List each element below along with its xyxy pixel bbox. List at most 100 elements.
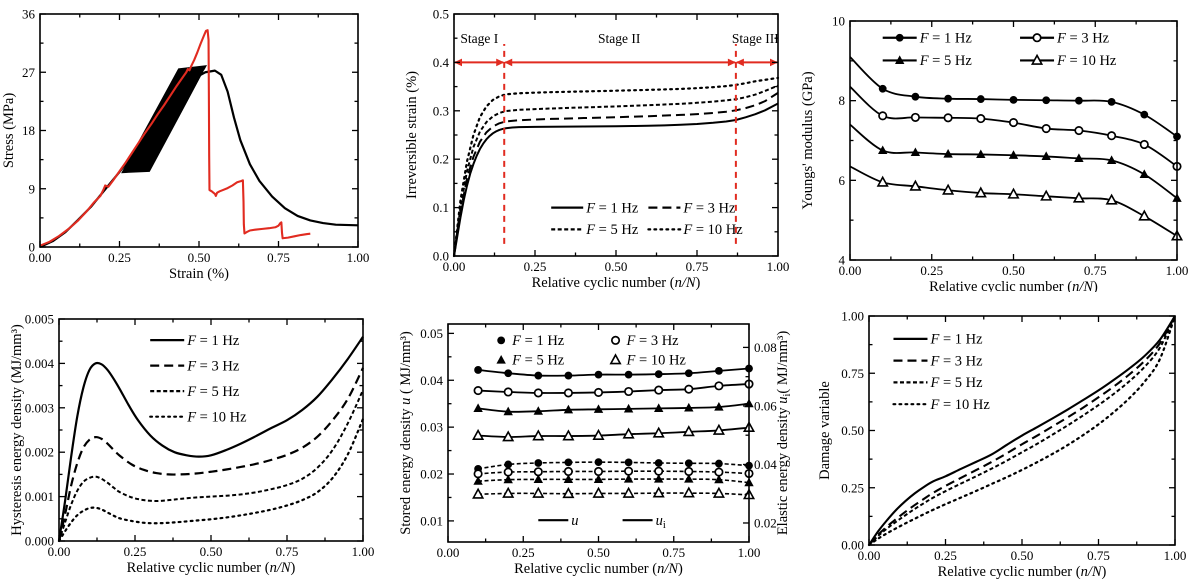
- x-tick-label: 0.25: [921, 263, 944, 278]
- y-tick-label: 4: [839, 253, 846, 268]
- marker-f-5hz: [1041, 151, 1052, 161]
- marker-ui-f-10hz: [592, 486, 605, 498]
- marker-f-1hz: [911, 92, 920, 101]
- marker-u-f-10hz: [622, 427, 635, 439]
- y-tick-label: 0.05: [420, 326, 443, 341]
- marker-ui-f-1hz: [654, 459, 663, 467]
- y2-tick-label: 0.06: [754, 398, 777, 413]
- panel-damage-variable: 0.00 0.25 0.50 0.75 1.00 0.00 0.25 0.50 0.75 1.00…: [793, 292, 1189, 584]
- marker-u-f-5hz: [533, 406, 543, 415]
- legend-label: F = 3 Hz: [625, 333, 679, 349]
- marker-ui-f-10hz: [652, 486, 665, 498]
- marker-ui-f-10hz: [531, 486, 545, 498]
- marker-f-3hz: [1009, 118, 1019, 128]
- legend-label: F = 10 Hz: [930, 397, 991, 413]
- marker-ui-f-10hz: [562, 487, 575, 499]
- panel-stored-elastic-energy: 0.00 0.25 0.50 0.75 1.00 0.01 0.02 0.03 0.04 0.05…: [397, 292, 793, 584]
- marker-u-f-1hz: [473, 366, 482, 374]
- legend-label: F = 5 Hz: [930, 375, 984, 391]
- marker-ui-f-5hz: [563, 474, 573, 483]
- series-group: [868, 314, 1177, 547]
- x-tick-label: 0.50: [604, 259, 627, 274]
- y-tick-label: 0.01: [420, 513, 443, 528]
- marker-f-3hz: [911, 112, 921, 122]
- x-tick-label: 0.25: [523, 259, 546, 274]
- marker-ui-f-5hz: [473, 476, 483, 485]
- y-tick-label: 0.50: [842, 423, 865, 438]
- x-tick-label: 0.50: [188, 250, 211, 265]
- marker-u-f-10hz: [712, 423, 725, 435]
- marker-ui-f-5hz: [593, 474, 603, 483]
- x-tick-label: 0.50: [587, 545, 610, 560]
- marker-u-f-3hz: [653, 385, 663, 395]
- legend-1: F = 1 Hz F = 3 Hz F = 5 Hz F = 10 Hz: [883, 30, 1117, 69]
- axes-frame: 0.00 0.25 0.50 0.75 1.00 4 6 8 10: [832, 14, 1188, 279]
- arrowhead-left: [735, 58, 744, 67]
- legend-2: u ui: [537, 513, 665, 531]
- marker-f-1hz: [1009, 95, 1018, 104]
- legend-label: F = 1 Hz: [919, 30, 973, 46]
- x-tick-label: 0.50: [1011, 548, 1034, 563]
- marker-u-f-3hz: [563, 388, 573, 398]
- axes-frame: 0.00 0.25 0.50 0.75 1.00 0 9 18 27 36: [22, 7, 369, 266]
- x-tick-label: 1.00: [766, 259, 789, 274]
- series-f-3hz: [57, 367, 364, 542]
- series-ui-f-3hz: [477, 470, 749, 475]
- series-f-5hz: [849, 123, 1178, 199]
- marker-ui-f-5hz: [503, 474, 513, 484]
- marker-ui-f-1hz: [684, 459, 693, 468]
- series-u-f-1hz: [477, 367, 749, 377]
- legend-label: u: [571, 513, 578, 529]
- marker-u-f-5hz: [503, 406, 513, 416]
- marker-f-5hz: [911, 147, 921, 157]
- x-tick-label: 1.00: [1164, 548, 1187, 563]
- x-tick-label: 0.75: [1087, 548, 1110, 563]
- series-group: [471, 364, 755, 500]
- marker-f-10hz: [909, 179, 922, 191]
- marker-f-1hz: [977, 95, 986, 103]
- marker-u-f-10hz: [592, 428, 605, 440]
- stage-label-2: Stage II: [598, 31, 641, 46]
- marker-u-f-3hz: [473, 386, 483, 396]
- arrowhead-right: [727, 58, 736, 67]
- series-f-5hz: [58, 389, 364, 542]
- legend-marker: [896, 33, 904, 42]
- hysteresis-energy-chart: 0.00 0.25 0.50 0.75 1.00 0.000 0.001 0.002 0.003…: [9, 312, 374, 577]
- marker-ui-f-10hz: [712, 486, 725, 498]
- legend-label: F = 3 Hz: [186, 358, 240, 374]
- y-tick-label: 0.5: [432, 7, 448, 22]
- x-tick-label: 0.00: [48, 544, 71, 559]
- x-tick-label: 0.00: [858, 548, 881, 563]
- y-axis-label: Stress (MPa): [1, 93, 17, 168]
- marker-ui-f-10hz: [501, 486, 514, 498]
- marker-f-3hz: [1041, 124, 1052, 134]
- x-axis-label: Relative cyclic number (n/N): [514, 561, 683, 577]
- legend-label: F = 5 Hz: [511, 353, 565, 369]
- marker-f-1hz: [1140, 110, 1149, 119]
- marker-u-f-10hz: [501, 430, 514, 442]
- marker-ui-f-1hz: [534, 459, 542, 467]
- x-tick-label: 0.25: [512, 545, 535, 560]
- marker-f-1hz: [1108, 97, 1116, 106]
- legend-marker: [496, 336, 505, 345]
- marker-u-f-1hz: [684, 369, 693, 378]
- x-tick-label: 1.00: [1166, 263, 1189, 278]
- arrowhead-left: [503, 58, 512, 67]
- marker-u-f-5hz: [473, 403, 483, 412]
- marker-ui-f-3hz: [683, 466, 694, 477]
- legend-label: F = 10 Hz: [1056, 53, 1117, 69]
- y-tick-label: 8: [839, 93, 846, 108]
- legend-1: F = 1 Hz F = 3 Hz F = 5 Hz F = 10 Hz: [496, 333, 686, 369]
- marker-f-10hz: [1105, 193, 1118, 205]
- legend-label: F = 1 Hz: [585, 200, 639, 216]
- marker-u-f-1hz: [714, 366, 723, 375]
- marker-f-5hz: [1139, 169, 1150, 178]
- marker-ui-f-5hz: [683, 474, 694, 483]
- y-tick-label: 0.25: [842, 480, 865, 495]
- series-u-f-5hz: [477, 402, 749, 413]
- x-tick-label: 1.00: [347, 250, 370, 265]
- marker-ui-f-1hz: [714, 459, 723, 468]
- series-u-f-3hz: [477, 383, 749, 394]
- marker-u-f-5hz: [623, 403, 633, 413]
